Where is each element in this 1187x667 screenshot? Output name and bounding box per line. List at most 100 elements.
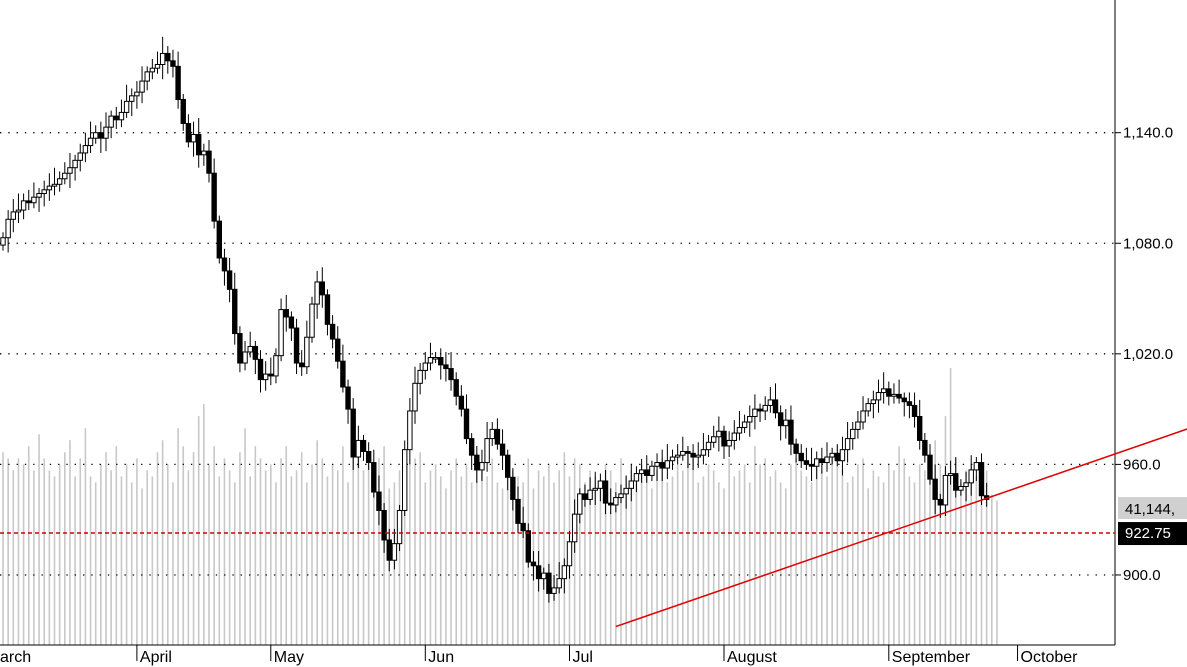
- candle-body-down: [685, 451, 691, 454]
- candle-body-down: [953, 473, 959, 491]
- y-axis-ticks: 1,140.0 1,080.0 1,020.0 960.0 900.0: [1115, 125, 1173, 584]
- candle-body-up: [638, 469, 645, 475]
- candle-body-up: [968, 469, 974, 484]
- candle-body-up: [247, 345, 253, 353]
- candle-body-down: [906, 401, 913, 406]
- candle-body-down: [216, 220, 223, 259]
- candle-body-up: [391, 543, 398, 561]
- candle-body-up: [592, 487, 598, 491]
- candle-body-down: [458, 395, 465, 410]
- candle-body-up: [855, 421, 861, 430]
- price-candles: [0, 36, 990, 603]
- candle-body-up: [51, 183, 58, 187]
- candle-body-down: [535, 565, 542, 580]
- candle-body-down: [793, 443, 799, 454]
- candle-body-down: [520, 522, 526, 532]
- candle-body-down: [381, 509, 387, 541]
- candle-body-up: [134, 91, 140, 97]
- candle-body-up: [412, 382, 418, 412]
- candle-body-up: [891, 393, 897, 397]
- y-tick-label: 1,080.0: [1123, 235, 1173, 252]
- candle-body-down: [474, 454, 480, 471]
- candle-body-down: [443, 364, 449, 370]
- y-tick-label: 900.0: [1123, 567, 1161, 584]
- month-label: Jul: [573, 649, 593, 666]
- candle-body-up: [159, 52, 166, 65]
- candle-body-down: [329, 323, 336, 340]
- candle-body-down: [345, 386, 351, 410]
- candle-body-down: [608, 502, 614, 506]
- candle-body-down: [510, 476, 516, 500]
- volume-badge-background: [1118, 497, 1187, 520]
- candle-body-down: [932, 478, 938, 500]
- candle-body-up: [752, 408, 758, 417]
- candle-body-up: [875, 392, 882, 401]
- candle-body-up: [432, 357, 439, 360]
- candle-body-up: [149, 67, 156, 73]
- candle-body-up: [839, 449, 846, 462]
- candle-body-up: [355, 439, 362, 458]
- candle-body-down: [237, 333, 243, 364]
- candle-body-up: [767, 399, 774, 406]
- candle-body-up: [273, 355, 279, 377]
- candle-body-up: [741, 421, 748, 429]
- candle-body-up: [880, 388, 887, 394]
- candle-body-down: [659, 462, 665, 469]
- candle-body-up: [10, 211, 17, 220]
- candle-body-down: [911, 404, 918, 417]
- candle-body-up: [489, 428, 495, 440]
- candle-body-up: [190, 134, 197, 143]
- candle-body-down: [283, 309, 289, 318]
- candle-body-down: [335, 338, 341, 362]
- candle-body-up: [278, 309, 284, 357]
- candle-body-up: [417, 369, 423, 384]
- candle-body-up: [479, 462, 485, 471]
- candle-body-up: [67, 167, 73, 174]
- candle-body-up: [56, 178, 63, 185]
- candle-body-up: [654, 462, 660, 467]
- candle-body-up: [958, 486, 964, 491]
- candle-body-up: [783, 419, 789, 427]
- last-price-badge: 922.75: [1118, 522, 1187, 546]
- candle-body-up: [973, 462, 980, 471]
- candle-body-down: [170, 60, 176, 67]
- candle-body-down: [221, 257, 228, 272]
- candle-body-up: [262, 373, 269, 381]
- candle-body-down: [772, 399, 779, 414]
- candle-body-up: [649, 465, 655, 476]
- candle-body-up: [561, 565, 568, 580]
- candle-body-down: [644, 469, 650, 476]
- candle-body-up: [860, 410, 866, 423]
- candle-body-up: [551, 587, 557, 594]
- candle-body-down: [494, 428, 501, 445]
- candle-body-up: [726, 439, 732, 447]
- candle-body-up: [947, 473, 954, 476]
- candle-body-down: [515, 498, 521, 524]
- candle-body-down: [525, 530, 531, 563]
- candle-body-up: [942, 474, 949, 506]
- candle-body-up: [129, 95, 135, 102]
- candle-body-down: [468, 438, 475, 456]
- candle-body-down: [196, 134, 202, 156]
- candle-body-up: [716, 430, 722, 438]
- candle-body-down: [788, 419, 794, 445]
- candle-body-down: [180, 99, 186, 124]
- candle-body-down: [226, 270, 233, 290]
- candle-body-down: [350, 408, 356, 458]
- candle-body-up: [87, 137, 94, 147]
- candle-body-down: [896, 393, 902, 399]
- candle-body-up: [618, 493, 624, 499]
- month-label: arch: [0, 649, 31, 666]
- candle-body-down: [211, 172, 217, 222]
- candle-body-down: [185, 122, 192, 143]
- candle-body-up: [31, 196, 37, 204]
- candle-body-down: [299, 362, 305, 368]
- candle-body-down: [438, 357, 444, 366]
- candle-body-down: [834, 452, 840, 462]
- candle-body-down: [365, 451, 372, 464]
- candle-body-down: [293, 327, 300, 364]
- candle-body-up: [422, 362, 429, 371]
- candle-body-down: [922, 439, 928, 456]
- candle-body-down: [268, 373, 274, 377]
- candle-body-down: [376, 491, 382, 511]
